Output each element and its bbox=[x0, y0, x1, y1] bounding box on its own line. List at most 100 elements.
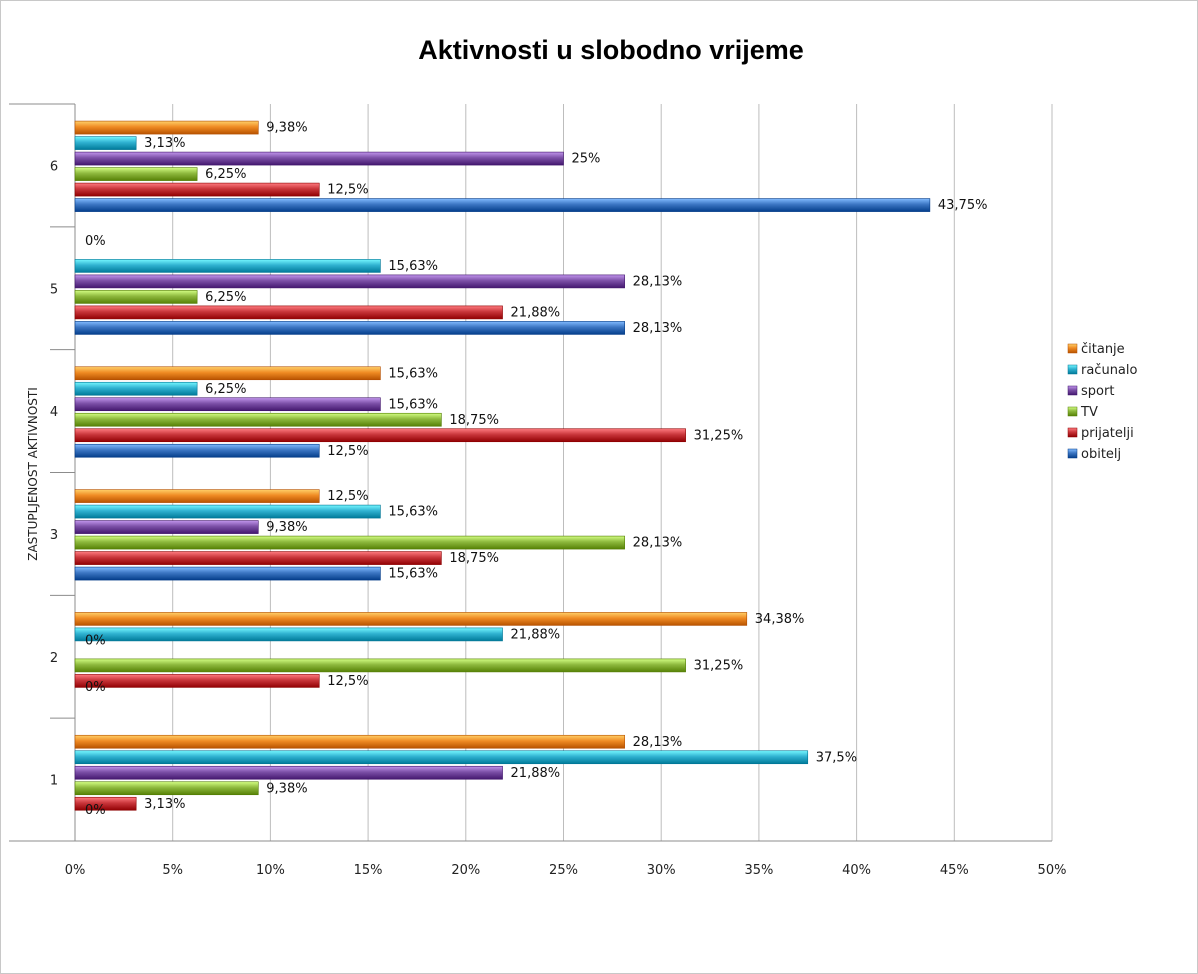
legend-entry: prijatelji bbox=[1081, 426, 1134, 441]
x-tick-label: 15% bbox=[354, 863, 383, 878]
x-tick-label: 40% bbox=[842, 863, 871, 878]
data-label: 3,13% bbox=[144, 797, 185, 812]
x-tick-label: 35% bbox=[744, 863, 773, 878]
bar bbox=[74, 381, 198, 396]
legend-swatch bbox=[1067, 385, 1078, 396]
legend-entry: TV bbox=[1080, 405, 1098, 420]
data-label: 37,5% bbox=[816, 750, 857, 765]
legend-entry: obitelj bbox=[1081, 447, 1121, 462]
data-label: 15,63% bbox=[388, 505, 438, 520]
x-tick-label: 30% bbox=[647, 863, 676, 878]
x-tick-label: 25% bbox=[549, 863, 578, 878]
bar bbox=[74, 167, 198, 181]
x-tick-label: 20% bbox=[451, 863, 480, 878]
bar bbox=[74, 566, 381, 581]
data-label: 0% bbox=[85, 803, 106, 818]
bar bbox=[74, 535, 625, 550]
data-label: 15,63% bbox=[388, 567, 438, 582]
legend-swatch bbox=[1067, 406, 1078, 417]
bar bbox=[74, 397, 381, 412]
data-label: 3,13% bbox=[144, 136, 185, 151]
bar bbox=[74, 305, 503, 320]
bar bbox=[74, 443, 320, 458]
data-label: 43,75% bbox=[938, 198, 988, 213]
bar bbox=[74, 259, 381, 273]
bar bbox=[74, 551, 442, 565]
data-label: 34,38% bbox=[755, 612, 805, 627]
data-label: 12,5% bbox=[327, 674, 368, 689]
data-label: 31,25% bbox=[694, 428, 744, 443]
x-tick-label: 5% bbox=[162, 863, 183, 878]
bar bbox=[74, 136, 137, 150]
bar bbox=[74, 734, 625, 749]
x-tick-label: 45% bbox=[940, 863, 969, 878]
bar bbox=[74, 428, 686, 443]
legend-entry: računalo bbox=[1081, 363, 1138, 378]
y-category-label: 4 bbox=[50, 405, 58, 420]
bar bbox=[74, 120, 259, 135]
bar bbox=[74, 796, 137, 811]
y-category-label: 3 bbox=[50, 528, 58, 543]
bar bbox=[74, 658, 686, 673]
x-tick-label: 50% bbox=[1038, 863, 1067, 878]
data-label: 18,75% bbox=[449, 551, 499, 566]
x-tick-label: 10% bbox=[256, 863, 285, 878]
data-label: 12,5% bbox=[327, 183, 368, 198]
data-label: 9,38% bbox=[266, 520, 307, 535]
data-label: 28,13% bbox=[633, 274, 683, 289]
data-label: 6,25% bbox=[205, 382, 246, 397]
bar bbox=[74, 750, 809, 765]
legend-swatch bbox=[1067, 343, 1078, 354]
data-label: 12,5% bbox=[327, 444, 368, 459]
axes: 0% 5% 10% 15% 20% 25% 30% 35% 40% 45% 50% 1 2 3 4 5 6 bbox=[9, 103, 1067, 878]
data-label: 25% bbox=[572, 152, 601, 167]
data-label: 9,38% bbox=[266, 781, 307, 796]
data-label: 21,88% bbox=[511, 766, 561, 781]
data-label: 31,25% bbox=[694, 658, 744, 673]
y-category-label: 5 bbox=[50, 282, 58, 297]
data-label: 21,88% bbox=[511, 305, 561, 320]
y-category-label: 1 bbox=[50, 774, 58, 789]
data-label: 6,25% bbox=[205, 290, 246, 305]
bar bbox=[74, 489, 320, 503]
data-label: 0% bbox=[85, 633, 106, 648]
bar bbox=[74, 520, 259, 534]
data-label: 15,63% bbox=[388, 259, 438, 274]
bar bbox=[74, 182, 320, 197]
legend-entry: čitanje bbox=[1081, 342, 1125, 357]
legend-swatch bbox=[1067, 448, 1078, 459]
data-label: 0% bbox=[85, 680, 106, 695]
y-category-label: 2 bbox=[50, 651, 58, 666]
y-category-label: 6 bbox=[50, 159, 58, 174]
data-label: 15,63% bbox=[388, 397, 438, 412]
data-label: 28,13% bbox=[633, 321, 683, 336]
bar bbox=[74, 612, 748, 626]
bar bbox=[74, 674, 320, 688]
data-label: 21,88% bbox=[511, 627, 561, 642]
legend-entry: sport bbox=[1081, 384, 1114, 399]
data-label: 28,13% bbox=[633, 536, 683, 551]
data-label: 9,38% bbox=[266, 121, 307, 136]
bar bbox=[74, 627, 503, 642]
legend-swatch bbox=[1067, 427, 1078, 438]
grid-lines bbox=[74, 104, 1053, 841]
bar bbox=[74, 274, 625, 289]
legend-swatch bbox=[1067, 364, 1078, 375]
data-label: 12,5% bbox=[327, 489, 368, 504]
data-labels: 0% 3,13% 9,38% 21,88% 37,5% 28,13% 0% 12,5% 31,2… bbox=[85, 121, 987, 818]
bar bbox=[74, 765, 503, 780]
bar bbox=[74, 412, 442, 427]
bar bbox=[74, 781, 259, 796]
bar bbox=[74, 321, 625, 335]
bar bbox=[74, 504, 381, 519]
legend: čitanje računalo sport TV prijatelji obitelj bbox=[1067, 342, 1138, 462]
data-label: 28,13% bbox=[633, 735, 683, 750]
chart-title: Aktivnosti u slobodno vrijeme bbox=[418, 35, 804, 65]
data-label: 0% bbox=[85, 234, 106, 249]
data-label: 6,25% bbox=[205, 167, 246, 182]
bars bbox=[74, 120, 931, 811]
bar bbox=[74, 151, 564, 166]
y-axis-title: ZASTUPLJENOST AKTIVNOSTI bbox=[26, 387, 40, 561]
